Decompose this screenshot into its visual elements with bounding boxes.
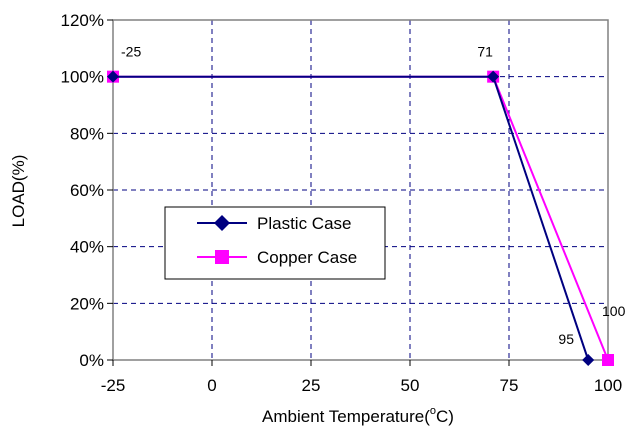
x-axis-title: Ambient Temperature(oC) (262, 405, 454, 426)
y-tick-label: 20% (70, 294, 104, 313)
series-plastic-case (107, 70, 595, 366)
legend-marker-copper-case (215, 250, 229, 264)
legend-label-copper-case: Copper Case (257, 248, 357, 267)
y-tick-label: 80% (70, 124, 104, 143)
x-tick-label: 75 (500, 376, 519, 395)
grid (113, 20, 608, 360)
annotation-label: 71 (477, 44, 493, 60)
y-tick-label: 0% (79, 351, 104, 370)
legend: Plastic Case Copper Case (164, 206, 386, 280)
legend-box (164, 206, 386, 280)
legend-marker-plastic-case (214, 215, 230, 231)
y-tick-label: 120% (61, 11, 104, 30)
annotations: -25 71 95 100 (121, 44, 625, 347)
data-point (487, 70, 500, 83)
x-axis-title-tail: C) (436, 407, 454, 426)
annotation-label: 95 (558, 331, 574, 347)
legend-entry-copper-case: Copper Case (197, 248, 357, 267)
series-layer (107, 70, 614, 366)
annotation-label: 100 (602, 303, 625, 319)
x-axis-title-main: Ambient Temperature( (262, 407, 430, 426)
legend-label-plastic-case: Plastic Case (257, 214, 351, 233)
legend-entry-plastic-case: Plastic Case (197, 214, 351, 233)
y-axis: 0% 20% 40% 60% 80% 100% 120% (61, 11, 113, 370)
y-tick-label: 60% (70, 181, 104, 200)
x-axis: -25 0 25 50 75 100 (101, 360, 622, 395)
annotation-label: -25 (121, 44, 141, 60)
data-point (107, 70, 119, 83)
y-axis-title: LOAD(%) (9, 155, 28, 228)
data-point (582, 354, 595, 366)
data-point (602, 354, 614, 366)
y-tick-label: 100% (61, 68, 104, 87)
x-tick-label: 25 (302, 376, 321, 395)
x-tick-label: 50 (401, 376, 420, 395)
y-tick-label: 40% (70, 238, 104, 257)
x-tick-label: 0 (207, 376, 216, 395)
x-axis-title-sup: o (430, 405, 436, 417)
x-tick-label: -25 (101, 376, 126, 395)
x-tick-label: 100 (594, 376, 622, 395)
